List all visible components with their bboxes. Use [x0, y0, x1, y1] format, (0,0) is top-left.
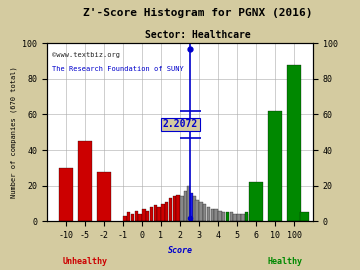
Bar: [226, 212, 229, 221]
Bar: [172, 197, 176, 221]
Bar: [165, 202, 168, 221]
Bar: [176, 195, 180, 221]
Bar: [241, 214, 244, 221]
Bar: [203, 204, 206, 221]
Text: Z'-Score Histogram for PGNX (2016): Z'-Score Histogram for PGNX (2016): [83, 8, 313, 18]
Bar: [135, 211, 138, 221]
Bar: [184, 191, 188, 221]
Bar: [138, 214, 142, 221]
Bar: [146, 211, 149, 221]
Bar: [211, 209, 214, 221]
Bar: [142, 209, 145, 221]
Bar: [169, 198, 172, 221]
Bar: [215, 209, 218, 221]
Bar: [207, 207, 210, 221]
Bar: [187, 186, 190, 221]
Bar: [123, 216, 126, 221]
Bar: [78, 141, 92, 221]
Bar: [199, 202, 203, 221]
Bar: [180, 197, 184, 221]
Bar: [190, 193, 193, 221]
Bar: [287, 65, 301, 221]
Text: The Research Foundation of SUNY: The Research Foundation of SUNY: [52, 66, 184, 72]
Bar: [234, 214, 237, 221]
Bar: [150, 207, 153, 221]
Text: Sector: Healthcare: Sector: Healthcare: [145, 30, 251, 40]
Bar: [161, 204, 165, 221]
Bar: [195, 200, 199, 221]
Bar: [249, 214, 252, 221]
Text: Unhealthy: Unhealthy: [62, 257, 107, 266]
X-axis label: Score: Score: [167, 246, 193, 255]
Bar: [249, 182, 263, 221]
Text: Healthy: Healthy: [267, 257, 302, 266]
Bar: [252, 211, 256, 221]
Bar: [230, 212, 233, 221]
Bar: [222, 212, 225, 221]
Bar: [268, 111, 282, 221]
Bar: [245, 212, 248, 221]
Bar: [127, 212, 130, 221]
Bar: [154, 205, 157, 221]
Bar: [237, 214, 241, 221]
Bar: [300, 212, 309, 221]
Bar: [59, 168, 73, 221]
Bar: [157, 207, 161, 221]
Text: 2.2072: 2.2072: [163, 119, 198, 129]
Bar: [218, 211, 222, 221]
Y-axis label: Number of companies (670 total): Number of companies (670 total): [10, 66, 17, 198]
Text: ©www.textbiz.org: ©www.textbiz.org: [52, 52, 120, 58]
Bar: [193, 197, 196, 221]
Bar: [131, 214, 134, 221]
Bar: [97, 171, 111, 221]
